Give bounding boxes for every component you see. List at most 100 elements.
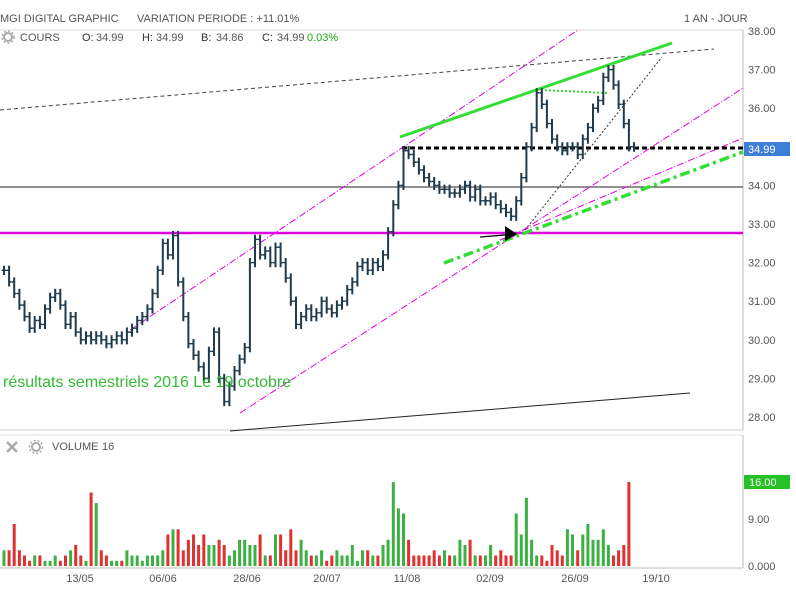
volume-bar	[499, 550, 503, 567]
volume-bar	[151, 555, 154, 566]
y-tick-label: 32.00	[748, 258, 776, 270]
trendlines	[0, 29, 744, 432]
date-axis: 13/05 06/06 28/06 20/07 11/08 02/09 26/09 19/10	[66, 573, 670, 585]
volume-bar	[94, 503, 98, 566]
volume-bar	[617, 550, 621, 567]
volume-bar	[268, 555, 272, 566]
volume-bar	[565, 529, 569, 567]
volume-bar	[84, 560, 88, 567]
volume-bar	[350, 545, 354, 566]
volume-bar	[355, 560, 359, 567]
x-tick-label: 02/09	[476, 573, 504, 585]
volume-bar	[99, 550, 103, 567]
last-price-marker: 34.99	[744, 142, 790, 156]
chart-title: MGI DIGITAL GRAPHIC	[0, 13, 119, 25]
event-annotation: résultats semestriels 2016 Le 19 octobre	[3, 374, 291, 391]
price-panel	[0, 29, 744, 431]
volume-bar	[135, 555, 139, 566]
gear-icon[interactable]	[28, 439, 44, 455]
channel-lower	[499, 137, 744, 241]
gear-icon[interactable]	[1, 30, 15, 44]
volume-bar	[74, 545, 78, 566]
volume-bar	[458, 539, 462, 567]
volume-bar	[391, 482, 395, 566]
x-tick-label: 19/10	[642, 573, 670, 585]
volume-bar	[514, 513, 518, 566]
volume-bar	[443, 550, 446, 567]
volume-bar	[130, 555, 134, 566]
volume-bar	[407, 539, 411, 567]
high-value: 34.99	[156, 32, 184, 44]
x-tick-label: 13/05	[66, 573, 94, 585]
volume-bar	[504, 555, 508, 566]
channel-middle	[239, 87, 744, 414]
volume-bar	[53, 555, 57, 566]
volume-bar	[591, 539, 595, 567]
volume-bar	[422, 555, 426, 566]
volume-bar	[253, 545, 257, 566]
volume-bar	[478, 555, 482, 566]
volume-bar	[181, 550, 185, 567]
volume-bar	[612, 555, 615, 566]
volume-bar	[545, 560, 549, 567]
volume-bar	[622, 545, 626, 566]
y-tick-label: 33.00	[748, 219, 776, 231]
volume-bar	[340, 555, 344, 566]
volume-bar	[243, 539, 247, 567]
volume-bar	[17, 550, 21, 567]
volume-bar	[186, 539, 190, 567]
volume-bar	[166, 534, 170, 566]
volume-bar	[279, 534, 283, 566]
volume-value: 16	[102, 441, 114, 453]
volume-bar	[48, 560, 52, 567]
volume-bar	[227, 555, 231, 566]
volume-bar	[7, 550, 11, 567]
volume-bar	[289, 529, 293, 567]
volume-tick-label: 0.000	[748, 561, 776, 573]
volume-bar	[345, 555, 349, 566]
volume-bar	[89, 492, 93, 566]
volume-bar	[284, 550, 288, 567]
volume-bar	[519, 534, 523, 566]
high-label: H:	[142, 32, 153, 44]
volume-bar	[320, 550, 324, 567]
low-value: 34.86	[216, 32, 244, 44]
trendline-dotted-thin	[524, 56, 663, 231]
volume-bar	[376, 555, 380, 566]
y-tick-label: 31.00	[748, 296, 776, 308]
volume-bar	[417, 555, 421, 566]
volume-bar	[171, 529, 175, 567]
volume-bar	[463, 545, 467, 566]
volume-bar	[448, 555, 452, 566]
y-tick-label: 34.00	[748, 180, 776, 192]
close-icon[interactable]	[6, 441, 18, 453]
x-tick-label: 26/09	[561, 573, 589, 585]
volume-bar	[115, 560, 119, 567]
volume-bar	[371, 555, 375, 566]
volume-bar	[601, 529, 605, 567]
volume-bar	[233, 550, 236, 567]
volume-bar	[535, 555, 539, 566]
volume-bar	[156, 555, 160, 566]
volume-bar	[222, 545, 226, 566]
period-selector[interactable]: 1 AN - JOUR	[684, 13, 748, 25]
volume-bar	[396, 508, 400, 567]
volume-bar	[2, 550, 6, 567]
volume-bar	[524, 497, 528, 567]
volume-bar	[402, 513, 405, 566]
volume-bar	[468, 539, 472, 567]
x-tick-label: 20/07	[313, 573, 341, 585]
volume-bar	[473, 555, 477, 566]
trendline-black-bottom	[229, 392, 691, 432]
volume-bar	[294, 550, 298, 567]
close-change: 0.03%	[307, 32, 338, 44]
close-value: 34.99	[277, 32, 305, 44]
price-axis: 38.0037.0036.0035.0034.0033.0032.0031.00…	[748, 26, 776, 424]
volume-bar	[560, 555, 564, 566]
volume-label: VOLUME	[52, 441, 98, 453]
volume-bar	[217, 539, 221, 567]
volume-bar	[596, 539, 600, 567]
volume-bar	[325, 560, 329, 567]
x-tick-label: 06/06	[149, 573, 177, 585]
